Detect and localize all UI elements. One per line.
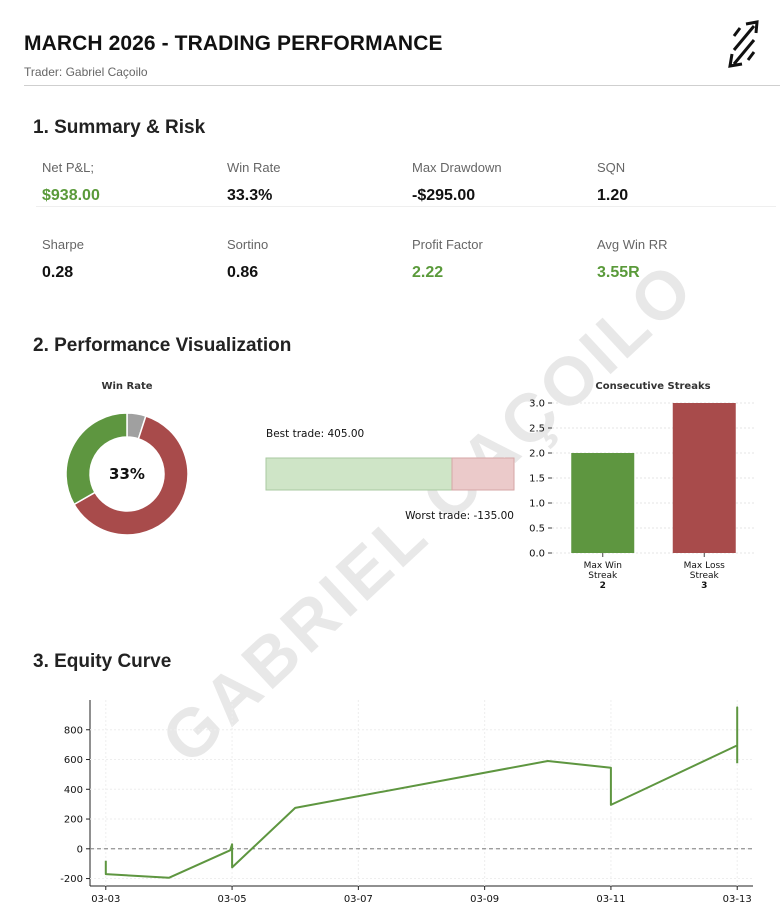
metric-label: SQN [597,160,626,175]
equity-line [104,706,739,879]
metric-value: 3.55R [597,264,640,281]
streaks-title: Consecutive Streaks [595,381,710,392]
arrows-trend-icon [728,20,759,68]
donut-slice-win [65,412,128,506]
page-title: MARCH 2026 - TRADING PERFORMANCE [24,32,443,55]
y-tick-label: 600 [64,755,83,766]
best-worst-range-chart: Best trade: 405.00 Worst trade: -135.00 [265,428,515,522]
metric-label: Sharpe [42,237,84,252]
metric-label: Win Rate [227,160,281,175]
x-tick-label: 03-05 [218,894,247,905]
metric-value: 33.3% [227,187,273,204]
win-rate-donut-chart: Win Rate 33% [65,381,189,536]
metric-value: -$295.00 [412,187,476,204]
x-tick-label: 03-13 [723,894,752,905]
donut-title: Win Rate [101,381,152,392]
metric-value: $938.00 [42,187,100,204]
metric-value: 1.20 [597,187,629,204]
worst-trade-label: Worst trade: -135.00 [405,510,514,522]
y-tick-label: 200 [64,815,83,826]
x-tick-label: Max Win [584,561,622,571]
equity-curve-chart: -200 0 200 400 600 800 03-03 03-05 03-07 03-09 03-… [60,700,753,905]
y-tick-label: 0.5 [529,524,545,535]
section-title-equity: 3. Equity Curve [33,651,172,672]
streak-bar [571,453,635,553]
x-tick-label: 03-09 [470,894,499,905]
metric-value: 0.28 [42,264,74,281]
x-tick-label: 03-07 [344,894,373,905]
streak-value-label: 3 [701,581,707,591]
y-tick-label: -200 [60,874,83,885]
metric-label: Profit Factor [412,237,483,252]
x-tick-label: 03-11 [596,894,625,905]
metric-label: Sortino [227,237,269,252]
header-divider [24,85,780,86]
x-tick-label: Streak [690,571,720,581]
x-tick-label: Max Loss [684,561,726,571]
y-tick-label: 3.0 [529,399,545,410]
donut-center-label: 33% [109,465,145,483]
streak-bar [672,403,736,553]
metric-value: 2.22 [412,264,444,281]
y-tick-label: 2.0 [529,449,545,460]
worst-trade-bar [451,457,515,491]
metric-value: 0.86 [227,264,259,281]
metric-label: Max Drawdown [412,160,502,175]
trader-name: Trader: Gabriel Caçoilo [24,65,148,79]
donut-slice-loss [73,415,189,536]
best-trade-label: Best trade: 405.00 [266,428,364,440]
streaks-bar-chart: Consecutive Streaks 0.0 0.5 1.0 1.5 2.0 2.5 3.… [529,381,755,591]
y-tick-label: 400 [64,785,83,796]
section-title-summary: 1. Summary & Risk [33,117,206,138]
metric-label: Net P&L; [42,160,95,175]
y-tick-label: 800 [64,725,83,736]
metric-label: Avg Win RR [597,237,668,252]
metrics-row-divider [36,206,776,207]
x-tick-label: 03-03 [91,894,120,905]
streak-value-label: 2 [600,581,606,591]
y-tick-label: 0.0 [529,549,545,560]
y-tick-label: 0 [77,844,83,855]
best-trade-bar [265,457,453,491]
y-tick-label: 1.0 [529,499,545,510]
section-title-visualization: 2. Performance Visualization [33,335,292,356]
x-tick-label: Streak [588,571,618,581]
y-tick-label: 1.5 [529,474,545,485]
y-tick-label: 2.5 [529,424,545,435]
